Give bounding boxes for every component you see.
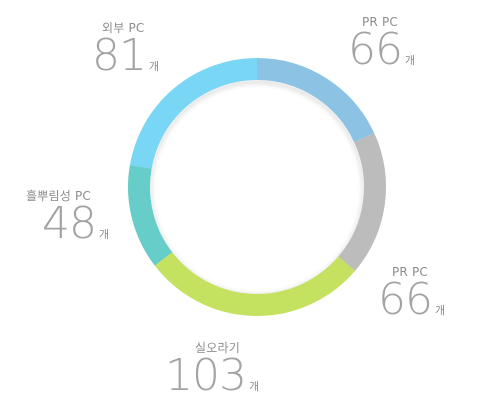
label-top-right: PR PC 66 개 <box>348 16 415 72</box>
series-value: 48 <box>42 198 97 249</box>
series-name: 흘뿌림성 PC <box>26 189 91 203</box>
series-name: PR PC <box>392 265 429 279</box>
unit-label: 개 <box>435 304 446 317</box>
label-bottom: 실오라기 103 개 <box>165 342 259 398</box>
series-value: 81 <box>92 30 147 81</box>
series-name: PR PC <box>362 15 399 29</box>
unit-label: 개 <box>248 380 260 393</box>
slices-group <box>128 58 386 316</box>
series-value: 66 <box>348 24 403 75</box>
inner-shadow-ring <box>147 77 367 297</box>
label-left: 흘뿌림성 PC 48 개 <box>26 190 109 246</box>
donut-slice-2 <box>154 252 356 316</box>
donut-slice-3 <box>128 164 173 266</box>
donut-slice-4 <box>129 58 258 169</box>
series-value: 66 <box>378 274 433 325</box>
unit-label: 개 <box>405 54 416 67</box>
series-value: 103 <box>165 350 247 401</box>
series-name: 실오라기 <box>195 341 240 355</box>
donut-slice-1 <box>338 133 386 271</box>
label-bottom-right: PR PC 66 개 <box>378 266 445 322</box>
donut-slice-0 <box>256 58 375 143</box>
unit-label: 개 <box>99 228 110 241</box>
label-top-left: 외부 PC 81 개 <box>92 22 159 78</box>
series-name: 외부 PC <box>102 21 145 35</box>
unit-label: 개 <box>149 60 160 73</box>
